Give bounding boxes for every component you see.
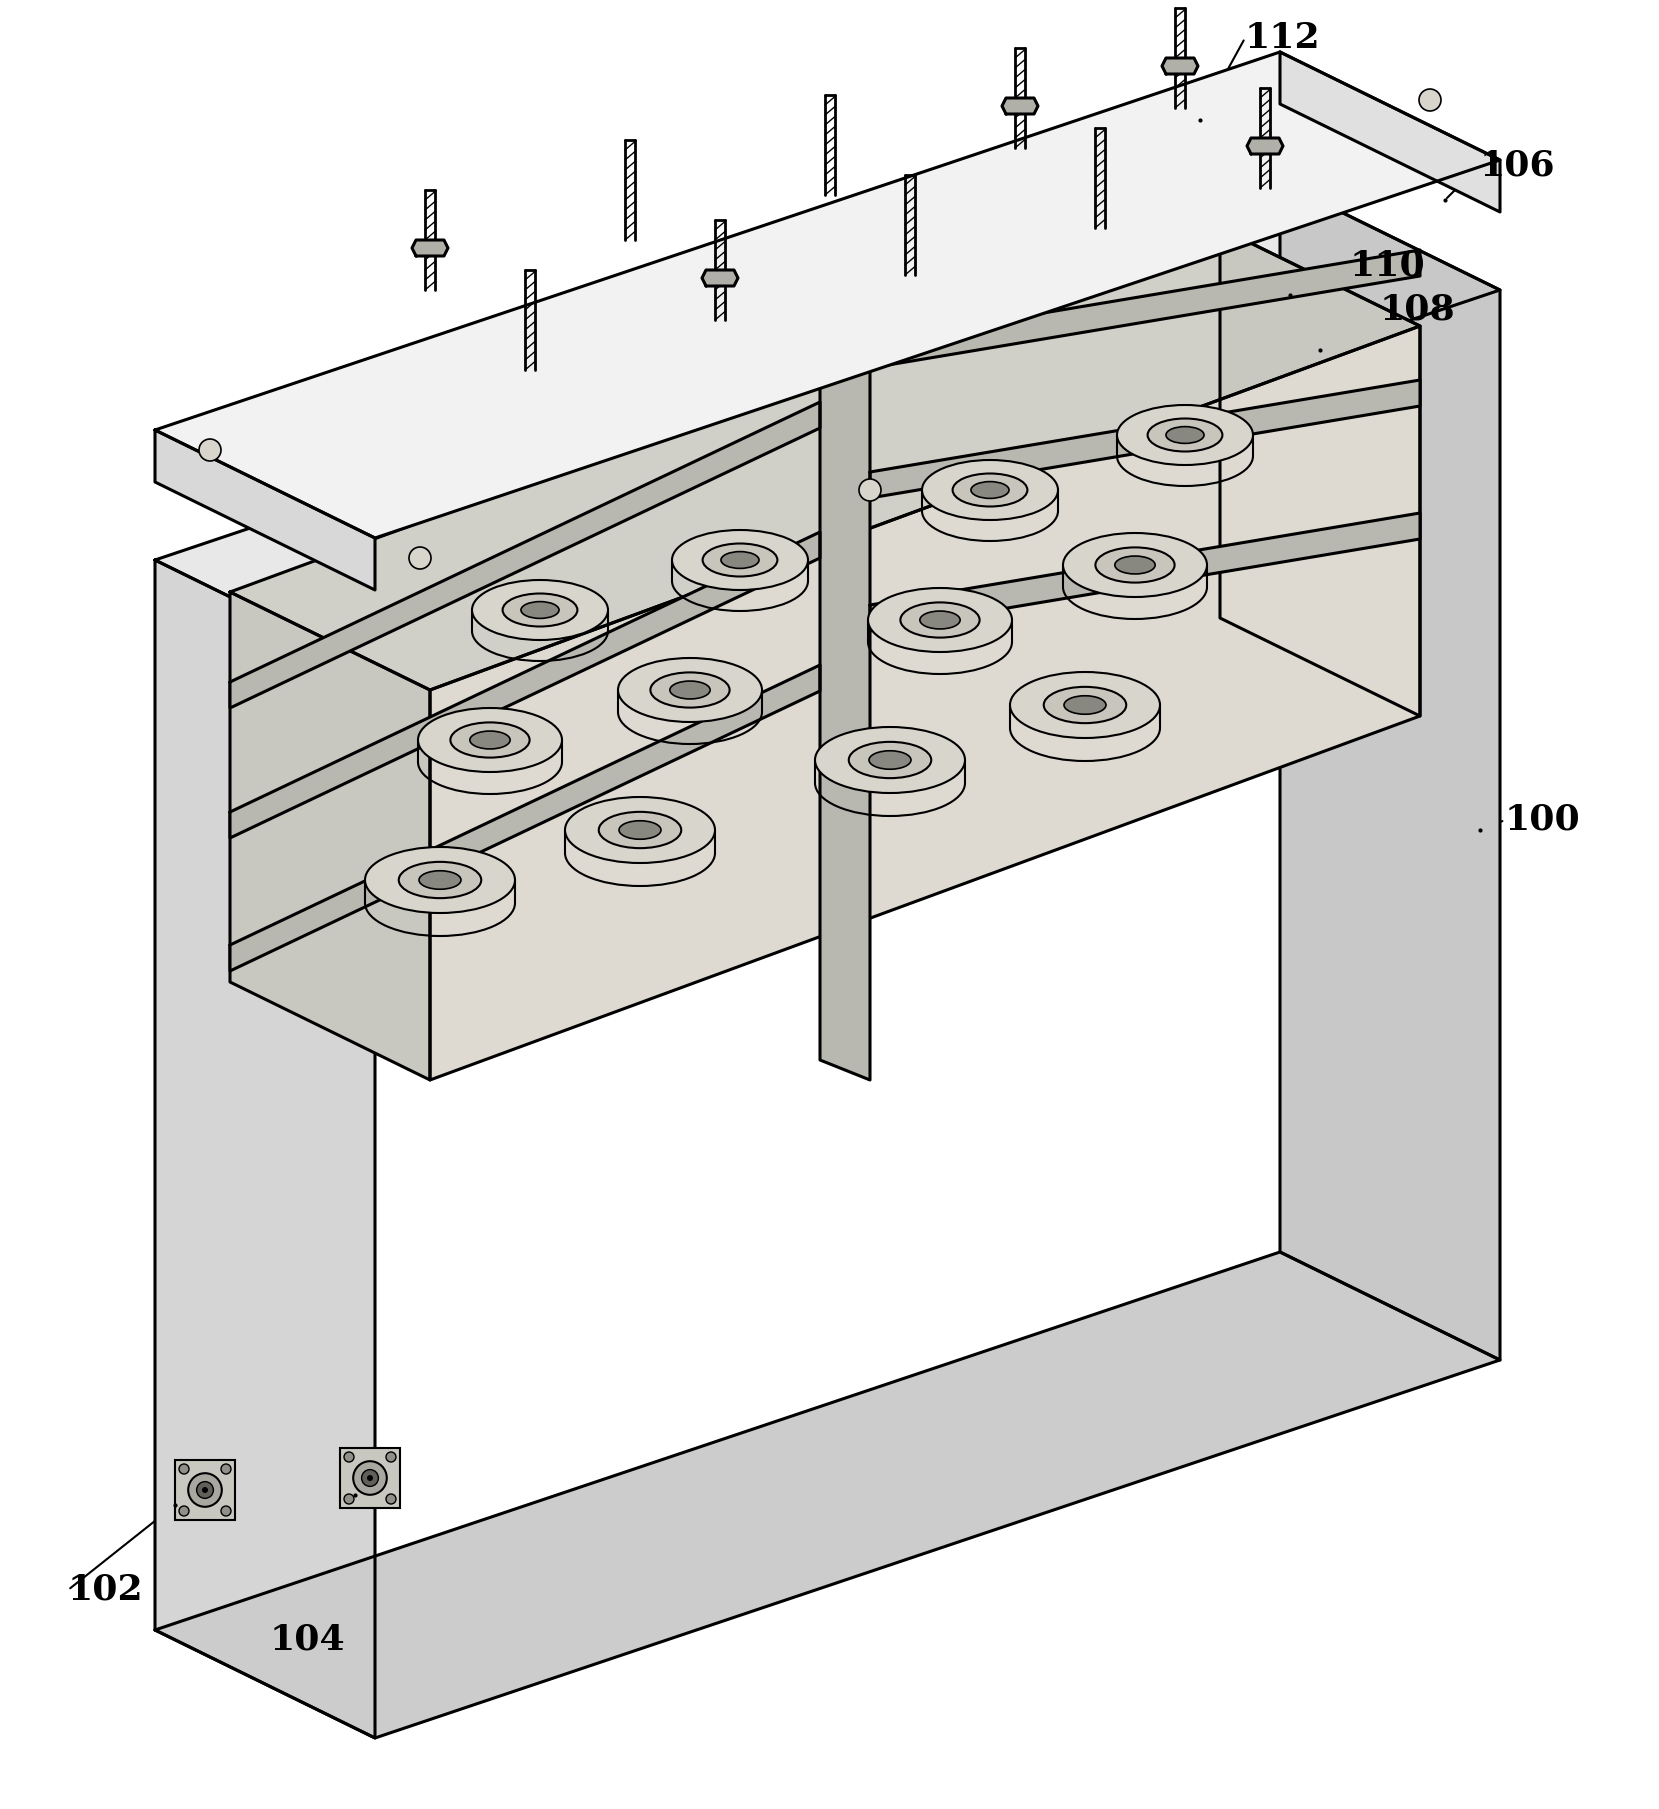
Ellipse shape <box>971 481 1009 499</box>
Text: 110: 110 <box>1350 248 1425 282</box>
Ellipse shape <box>1044 687 1126 724</box>
Polygon shape <box>1281 183 1500 1360</box>
Ellipse shape <box>722 552 760 568</box>
Ellipse shape <box>566 798 715 863</box>
Polygon shape <box>411 241 448 257</box>
Ellipse shape <box>619 821 660 839</box>
Circle shape <box>367 1474 373 1482</box>
Ellipse shape <box>868 588 1012 651</box>
Polygon shape <box>869 380 1420 497</box>
Polygon shape <box>154 1252 1500 1738</box>
Ellipse shape <box>473 581 607 640</box>
Text: 112: 112 <box>1244 22 1321 54</box>
Ellipse shape <box>1063 534 1208 597</box>
Ellipse shape <box>1010 671 1160 738</box>
Circle shape <box>202 1487 207 1492</box>
Polygon shape <box>1002 98 1039 114</box>
Circle shape <box>343 1494 353 1503</box>
Bar <box>174 1460 236 1520</box>
Polygon shape <box>702 270 738 286</box>
Polygon shape <box>154 52 1500 537</box>
Ellipse shape <box>599 812 682 848</box>
Circle shape <box>221 1463 231 1474</box>
Ellipse shape <box>469 731 511 749</box>
Ellipse shape <box>703 543 778 577</box>
Polygon shape <box>154 183 1500 668</box>
Circle shape <box>221 1507 231 1516</box>
Ellipse shape <box>1166 427 1204 443</box>
Ellipse shape <box>849 742 931 778</box>
Ellipse shape <box>418 707 562 772</box>
Polygon shape <box>154 431 375 590</box>
Ellipse shape <box>503 593 577 626</box>
Ellipse shape <box>1115 555 1155 573</box>
Circle shape <box>179 1463 189 1474</box>
Polygon shape <box>1219 228 1420 716</box>
Polygon shape <box>231 228 1420 689</box>
Polygon shape <box>1248 137 1282 154</box>
Ellipse shape <box>869 751 911 769</box>
Circle shape <box>859 479 881 501</box>
Ellipse shape <box>901 602 979 637</box>
Ellipse shape <box>1095 548 1175 582</box>
Ellipse shape <box>521 602 559 619</box>
Ellipse shape <box>919 611 961 630</box>
Circle shape <box>179 1507 189 1516</box>
Circle shape <box>387 1494 397 1503</box>
Polygon shape <box>231 402 820 707</box>
Text: 106: 106 <box>1480 148 1556 183</box>
Text: 100: 100 <box>1505 803 1581 838</box>
Polygon shape <box>231 592 430 1080</box>
Circle shape <box>1418 89 1442 110</box>
Bar <box>340 1447 400 1509</box>
Ellipse shape <box>398 861 481 897</box>
Ellipse shape <box>672 530 808 590</box>
Ellipse shape <box>619 658 761 722</box>
Circle shape <box>343 1453 353 1462</box>
Ellipse shape <box>650 673 730 707</box>
Circle shape <box>199 440 221 461</box>
Ellipse shape <box>815 727 966 792</box>
Ellipse shape <box>365 847 514 914</box>
Circle shape <box>387 1453 397 1462</box>
Circle shape <box>410 546 431 570</box>
Ellipse shape <box>420 870 461 890</box>
Ellipse shape <box>450 722 529 758</box>
Ellipse shape <box>952 474 1027 507</box>
Text: 104: 104 <box>270 1623 345 1657</box>
Circle shape <box>353 1462 387 1494</box>
Polygon shape <box>820 241 869 1080</box>
Polygon shape <box>1161 58 1198 74</box>
Polygon shape <box>869 514 1420 631</box>
Polygon shape <box>231 666 820 971</box>
Ellipse shape <box>1148 418 1223 452</box>
Text: 102: 102 <box>68 1574 144 1606</box>
Polygon shape <box>430 326 1420 1080</box>
Circle shape <box>197 1482 214 1498</box>
Circle shape <box>362 1469 378 1487</box>
Ellipse shape <box>670 680 710 698</box>
Polygon shape <box>1281 52 1500 212</box>
Polygon shape <box>231 532 820 838</box>
Polygon shape <box>154 561 375 1738</box>
Ellipse shape <box>1063 696 1107 715</box>
Polygon shape <box>869 250 1420 367</box>
Circle shape <box>187 1473 222 1507</box>
Text: 108: 108 <box>1380 293 1455 327</box>
Ellipse shape <box>922 459 1058 519</box>
Ellipse shape <box>1117 405 1253 465</box>
